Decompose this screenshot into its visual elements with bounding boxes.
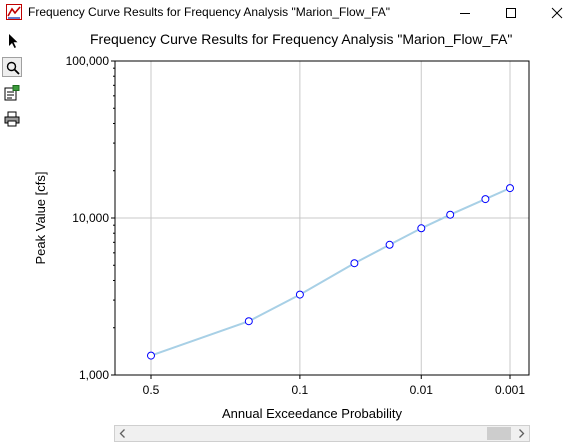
select-arrow-icon xyxy=(9,34,18,48)
window-title: Frequency Curve Results for Frequency An… xyxy=(28,5,390,19)
zoom-tool-button[interactable] xyxy=(2,57,22,77)
y-tick-label: 10,000 xyxy=(72,211,109,225)
scroll-right-button[interactable] xyxy=(513,426,529,441)
close-icon xyxy=(551,7,563,19)
data-point xyxy=(481,195,490,204)
data-point xyxy=(506,184,514,193)
zoom-icon xyxy=(6,61,20,75)
scroll-left-button[interactable] xyxy=(115,426,131,441)
chevron-right-icon xyxy=(519,429,525,438)
print-icon xyxy=(4,111,20,127)
chart-toolbar xyxy=(0,28,26,138)
axis-ticks: 0.5 0.1 0.01 0.001 1,000 10,000 100,000 xyxy=(66,54,526,397)
grid-lines xyxy=(115,61,529,375)
data-point xyxy=(147,351,155,360)
select-tool-button[interactable] xyxy=(2,31,22,51)
horizontal-scrollbar[interactable] xyxy=(114,425,530,442)
y-axis-title: Peak Value [cfs] xyxy=(33,172,48,265)
print-tool-button[interactable] xyxy=(2,109,22,129)
data-point xyxy=(350,259,359,268)
data-point xyxy=(244,317,253,326)
data-point xyxy=(295,290,304,299)
x-tick-label: 0.5 xyxy=(143,383,160,397)
close-button[interactable] xyxy=(534,0,580,26)
data-series xyxy=(147,184,514,360)
app-icon xyxy=(6,4,22,20)
minimize-button[interactable] xyxy=(442,0,488,26)
x-tick-label: 0.01 xyxy=(410,383,434,397)
series-line xyxy=(150,187,511,357)
chart-title: Frequency Curve Results for Frequency An… xyxy=(90,31,513,47)
maximize-icon xyxy=(506,8,516,18)
properties-icon xyxy=(4,85,20,101)
y-tick-label: 1,000 xyxy=(79,368,109,382)
x-axis-title: Annual Exceedance Probability xyxy=(222,406,402,421)
scroll-thumb[interactable] xyxy=(487,427,511,440)
minimize-icon xyxy=(460,13,470,14)
title-bar: Frequency Curve Results for Frequency An… xyxy=(0,0,580,26)
y-tick-label: 100,000 xyxy=(66,54,110,68)
data-point xyxy=(385,240,394,249)
chevron-left-icon xyxy=(119,429,125,438)
properties-tool-button[interactable] xyxy=(2,83,22,103)
x-tick-label: 0.001 xyxy=(495,383,525,397)
x-tick-label: 0.1 xyxy=(292,383,309,397)
data-point xyxy=(446,210,455,219)
data-point xyxy=(417,224,426,233)
maximize-button[interactable] xyxy=(488,0,534,26)
